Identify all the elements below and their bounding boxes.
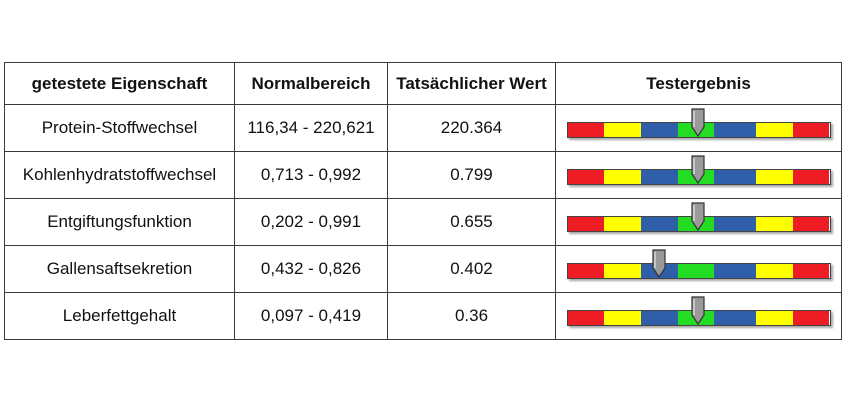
gauge-segment [792, 170, 830, 184]
pointer-marker-icon [691, 108, 705, 138]
result-gauge [566, 296, 831, 326]
gauge-segment [714, 217, 757, 231]
actual-value-cell: 0.402 [387, 245, 556, 293]
actual-value-cell: 0.655 [387, 198, 556, 246]
gauge-segment [677, 264, 715, 278]
normal-range-cell: 0,202 - 0,991 [234, 198, 388, 246]
gauge-segment [640, 170, 678, 184]
gauge-segment [792, 264, 830, 278]
gauge-segment [756, 123, 793, 137]
gauge-segment [640, 217, 678, 231]
table-row: Kohlenhydratstoffwechsel 0,713 - 0,992 0… [4, 151, 842, 199]
normal-range-cell: 0,432 - 0,826 [234, 245, 388, 293]
property-cell: Leberfettgehalt [4, 292, 235, 340]
result-cell [555, 151, 842, 199]
gauge-segment [604, 264, 641, 278]
result-gauge [566, 155, 831, 185]
header-normal-range: Normalbereich [234, 62, 388, 105]
gauge-segment [756, 311, 793, 325]
pointer-marker-icon [691, 202, 705, 232]
pointer-marker-icon [691, 155, 705, 185]
gauge-segment [604, 123, 641, 137]
gauge-segment [714, 170, 757, 184]
property-cell: Protein-Stoffwechsel [4, 104, 235, 152]
normal-range-cell: 0,713 - 0,992 [234, 151, 388, 199]
header-result: Testergebnis [555, 62, 842, 105]
result-cell [555, 245, 842, 293]
result-cell [555, 198, 842, 246]
pointer-marker-icon [652, 249, 666, 279]
gauge-bar [566, 263, 831, 279]
normal-range-cell: 116,34 - 220,621 [234, 104, 388, 152]
normal-range-cell: 0,097 - 0,419 [234, 292, 388, 340]
table-row: Entgiftungsfunktion 0,202 - 0,991 0.655 [4, 198, 842, 246]
property-cell: Entgiftungsfunktion [4, 198, 235, 246]
actual-value-cell: 0.36 [387, 292, 556, 340]
actual-value-cell: 0.799 [387, 151, 556, 199]
property-cell: Gallensaftsekretion [4, 245, 235, 293]
gauge-segment [756, 264, 793, 278]
test-results-table: getestete Eigenschaft Normalbereich Tats… [4, 62, 842, 340]
pointer-marker-icon [691, 296, 705, 326]
gauge-segment [604, 170, 641, 184]
result-cell [555, 292, 842, 340]
gauge-segment [714, 264, 757, 278]
header-property: getestete Eigenschaft [4, 62, 235, 105]
gauge-segment [604, 311, 641, 325]
gauge-segment [714, 311, 757, 325]
header-actual-value: Tatsächlicher Wert [387, 62, 556, 105]
actual-value-cell: 220.364 [387, 104, 556, 152]
result-gauge [566, 108, 831, 138]
gauge-segment [640, 311, 678, 325]
gauge-segment [567, 264, 605, 278]
gauge-segment [604, 217, 641, 231]
gauge-segment [792, 217, 830, 231]
table-row: Leberfettgehalt 0,097 - 0,419 0.36 [4, 292, 842, 340]
gauge-segment [756, 170, 793, 184]
gauge-segment [792, 123, 830, 137]
gauge-segment [714, 123, 757, 137]
table-row: Gallensaftsekretion 0,432 - 0,826 0.402 [4, 245, 842, 293]
gauge-bar [566, 122, 831, 138]
table-header-row: getestete Eigenschaft Normalbereich Tats… [4, 62, 842, 105]
gauge-segment [567, 123, 605, 137]
gauge-segment [756, 217, 793, 231]
result-cell [555, 104, 842, 152]
gauge-segment [640, 123, 678, 137]
property-cell: Kohlenhydratstoffwechsel [4, 151, 235, 199]
gauge-segment [567, 170, 605, 184]
table-row: Protein-Stoffwechsel 116,34 - 220,621 22… [4, 104, 842, 152]
gauge-segment [567, 217, 605, 231]
result-gauge [566, 249, 831, 279]
result-gauge [566, 202, 831, 232]
gauge-segment [567, 311, 605, 325]
gauge-segment [792, 311, 830, 325]
